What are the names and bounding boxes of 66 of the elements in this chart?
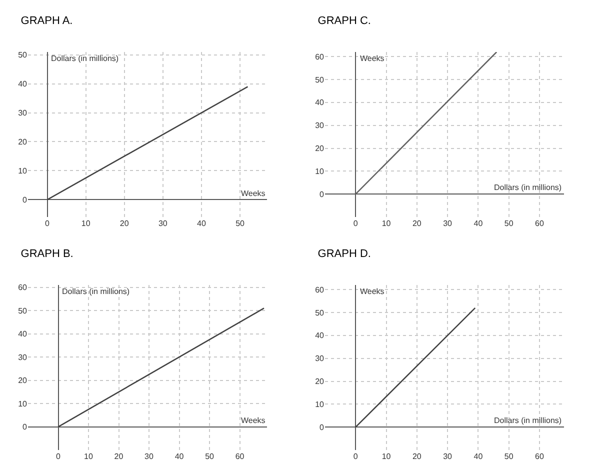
chart-title: GRAPH C. [318,15,371,28]
x-tick-label: 10 [382,219,392,228]
y-tick-label: 60 [315,285,325,294]
x-tick-label: 60 [235,452,245,461]
x-tick-label: 40 [474,219,484,228]
x-axis-title: Weeks [241,416,266,425]
x-tick-label: 50 [205,452,215,461]
chart-title: GRAPH A. [20,15,73,28]
x-axis-title: Dollars (in millions) [494,183,562,192]
x-tick-label: 20 [412,219,422,228]
y-tick-label: 50 [315,75,325,84]
y-tick-label: 40 [315,331,325,340]
x-tick-label: 30 [144,452,154,461]
y-tick-label: 10 [315,400,325,409]
y-tick-label: 10 [315,166,325,176]
y-tick-label: 40 [18,330,28,339]
y-tick-label: 20 [315,377,325,386]
y-tick-label: 50 [315,308,325,318]
y-tick-label: 30 [315,121,325,130]
x-tick-label: 0 [353,219,358,228]
x-tick-label: 30 [158,219,168,228]
y-tick-label: 0 [320,422,325,432]
x-tick-label: 0 [45,219,50,228]
y-tick-label: 40 [18,80,28,89]
y-tick-label: 30 [315,354,325,364]
y-tick-label: 20 [18,376,28,386]
y-axis-title: Weeks [360,287,384,296]
x-tick-label: 10 [81,219,91,228]
x-tick-label: 20 [114,452,124,461]
x-tick-label: 50 [504,452,514,461]
y-tick-label: 20 [18,138,28,147]
y-tick-label: 10 [18,166,28,176]
x-tick-label: 30 [443,452,453,461]
x-tick-label: 50 [504,219,514,228]
y-tick-label: 20 [315,144,325,154]
x-tick-label: 20 [120,219,130,228]
y-tick-label: 0 [320,190,325,199]
y-tick-label: 40 [315,98,325,108]
y-tick-label: 0 [22,195,28,204]
x-tick-label: 40 [474,452,484,461]
x-tick-label: 10 [84,452,94,461]
x-tick-label: 40 [174,452,184,461]
y-tick-label: 50 [18,50,28,60]
x-tick-label: 40 [197,219,206,228]
y-axis-title: Dollars (in millions) [51,54,119,63]
chart-title: GRAPH D. [318,248,371,260]
x-tick-label: 10 [382,452,392,461]
x-axis-title: Weeks [241,189,266,198]
y-tick-label: 60 [315,52,325,62]
y-axis-title: Dollars (in millions) [62,287,130,296]
y-tick-label: 10 [18,399,28,408]
x-tick-label: 20 [412,452,422,461]
x-tick-label: 60 [535,452,544,461]
y-tick-label: 0 [22,422,28,432]
x-tick-label: 50 [236,219,246,228]
x-tick-label: 0 [353,452,358,461]
y-tick-label: 60 [18,283,28,292]
chart-title: GRAPH B. [20,248,74,260]
y-tick-label: 50 [18,306,28,316]
y-axis-title: Weeks [360,54,384,63]
x-tick-label: 0 [56,452,62,461]
y-tick-label: 30 [18,108,28,118]
x-tick-label: 30 [443,219,453,228]
x-tick-label: 60 [535,219,544,228]
y-tick-label: 30 [18,352,28,362]
x-axis-title: Dollars (in millions) [494,416,562,425]
